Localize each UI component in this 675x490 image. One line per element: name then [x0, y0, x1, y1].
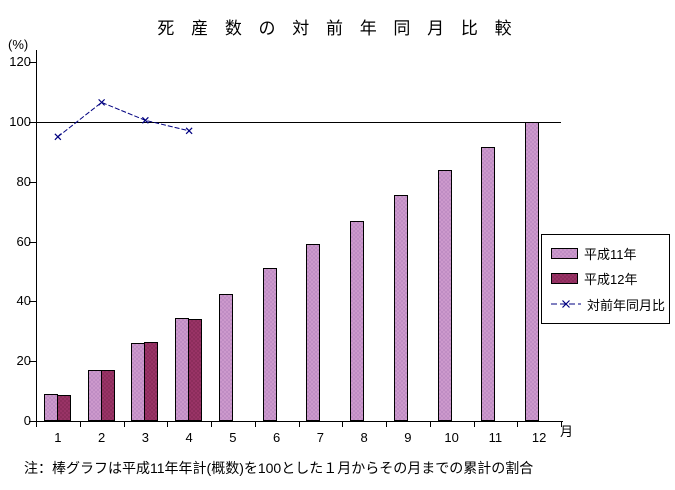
line-point-x-marker — [98, 98, 106, 106]
bar-heisei11-month-11 — [481, 147, 496, 421]
bar-heisei11-month-7 — [306, 244, 321, 421]
x-axis-tick — [561, 421, 562, 427]
chart-title: 死 産 数 の 対 前 年 同 月 比 較 — [157, 19, 518, 38]
y-axis-tick-label: 20 — [16, 353, 31, 369]
legend-swatch-heisei11 — [551, 248, 578, 260]
y-axis-tick — [29, 62, 36, 63]
x-axis-tick-label: 12 — [531, 430, 547, 445]
x-axis-tick-label: 9 — [404, 430, 412, 445]
x-axis-tick-label: 6 — [273, 430, 281, 445]
x-axis-unit-label: 月 — [560, 424, 574, 439]
legend-swatch-heisei12 — [551, 273, 578, 285]
y-axis-tick-label: 40 — [16, 293, 31, 309]
bar-heisei12-month-4 — [188, 319, 203, 421]
y-axis-tick-label: 0 — [23, 413, 31, 428]
y-axis — [36, 50, 37, 422]
bar-heisei11-month-6 — [262, 268, 277, 421]
x-axis-tick-label: 7 — [316, 430, 324, 445]
x-axis-tick — [254, 421, 256, 427]
y-axis-tick-label: 100 — [9, 113, 31, 129]
x-axis-tick — [473, 421, 475, 427]
x-axis-tick-label: 5 — [229, 430, 237, 445]
bar-heisei12-month-1 — [56, 395, 71, 421]
bar-heisei12-month-3 — [144, 342, 159, 421]
x-axis-tick-label: 1 — [54, 430, 62, 445]
legend-item-heisei12: 平成12年 — [551, 269, 669, 288]
bar-heisei11-month-5 — [218, 293, 233, 421]
x-axis-tick — [386, 421, 387, 427]
bar-heisei11-month-2 — [87, 370, 102, 421]
legend-item-ratio-line: 対前年同月比 — [551, 295, 669, 314]
y-axis-unit-label: (%) — [8, 37, 29, 52]
x-axis-tick-label: 3 — [141, 430, 149, 445]
y-axis-tick — [29, 241, 36, 243]
y-axis-tick-label: 60 — [16, 233, 31, 249]
line-x-marker-icon — [551, 300, 581, 309]
x-axis-tick-label: 4 — [185, 430, 193, 445]
x-axis-tick — [79, 421, 81, 427]
x-axis-tick — [429, 421, 431, 427]
line-point-x-marker — [185, 127, 193, 135]
x-axis-tick — [211, 421, 212, 427]
x-axis — [36, 421, 563, 422]
legend: 平成11年 平成12年 対前年同月比 — [541, 234, 670, 324]
y-axis-tick-label: 120 — [9, 54, 31, 69]
reference-line-100 — [36, 121, 561, 123]
x-axis-tick — [123, 421, 125, 427]
bar-heisei11-month-10 — [437, 169, 452, 421]
x-axis-tick-label: 8 — [360, 430, 368, 445]
legend-label-heisei11: 平成11年 — [584, 247, 637, 263]
line-point-x-marker — [54, 133, 62, 141]
bar-heisei11-month-1 — [43, 394, 58, 421]
x-axis-tick — [298, 421, 300, 427]
y-axis-tick — [29, 301, 36, 303]
y-axis-tick — [29, 421, 36, 422]
x-axis-tick — [167, 421, 169, 427]
bar-heisei11-month-3 — [131, 343, 146, 421]
bar-heisei11-month-9 — [393, 195, 408, 421]
y-axis-tick-label: 80 — [16, 173, 31, 189]
y-axis-tick — [29, 361, 36, 363]
bar-heisei12-month-2 — [100, 370, 115, 421]
x-axis-tick — [36, 421, 37, 427]
x-axis-tick — [517, 421, 519, 427]
bar-heisei11-month-12 — [525, 121, 540, 421]
y-axis-tick — [29, 181, 36, 183]
x-axis-tick — [342, 421, 344, 427]
legend-item-heisei11: 平成11年 — [551, 244, 669, 263]
x-axis-tick-label: 11 — [488, 430, 503, 445]
x-axis-tick-label: 2 — [98, 430, 106, 445]
legend-label-heisei12: 平成12年 — [584, 272, 638, 288]
legend-label-ratio: 対前年同月比 — [587, 297, 666, 313]
bar-heisei11-month-8 — [350, 220, 365, 421]
y-axis-tick — [29, 121, 36, 123]
note-text: 注：棒グラフは平成11年年計(概数)を100とした１月からその月までの累計の割合 — [24, 460, 534, 476]
bar-heisei11-month-4 — [175, 317, 190, 421]
x-axis-tick-label: 10 — [444, 430, 459, 445]
